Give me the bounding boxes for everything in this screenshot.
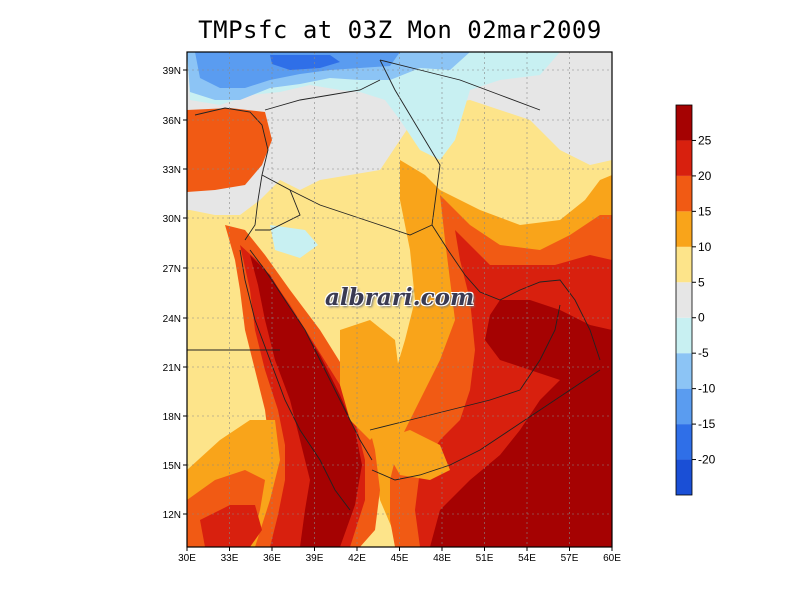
lat-tick-label: 12N <box>163 510 181 521</box>
lon-tick-label: 39E <box>306 553 324 564</box>
colorbar-labels: -20 -15 -10 -5 0 5 10 15 20 25 <box>698 133 716 466</box>
coastline-south <box>371 369 601 481</box>
border-syria <box>264 79 381 111</box>
field-africa-red <box>200 505 262 547</box>
country-borders <box>187 59 601 511</box>
colorbar-tick-label: 15 <box>698 204 712 218</box>
lon-tick-labels: 30E 33E 36E 39E 42E 45E 48E 51E 54E 57E 60E <box>178 553 621 564</box>
colorbar-tick-label: -20 <box>698 453 716 467</box>
grid-lines <box>187 52 612 547</box>
lat-tick-label: 30N <box>163 214 181 225</box>
colorbar-bin <box>676 140 692 176</box>
colorbar-tick-label: 20 <box>698 169 712 183</box>
field-redsea-deepred <box>250 255 362 547</box>
lon-tick-label: 45E <box>391 553 409 564</box>
border-yemen-saudi <box>369 389 521 431</box>
field-iran-cyan <box>270 225 318 258</box>
colorbar-bin <box>676 424 692 460</box>
colorbar-tick-label: 25 <box>698 133 712 147</box>
lon-tick-label: 36E <box>263 553 281 564</box>
colorbar-bin <box>676 246 692 283</box>
coastline-redsea-west <box>239 249 351 511</box>
lat-tick-label: 39N <box>163 66 181 77</box>
lon-tick-label: 54E <box>518 553 536 564</box>
colorbar-bin <box>676 175 692 212</box>
colorbar-bin <box>676 282 692 318</box>
colorbar-tick-label: -15 <box>698 417 716 431</box>
temperature-field <box>187 52 612 547</box>
watermark: albrari.com <box>325 284 475 311</box>
field-central-orange <box>340 320 400 440</box>
field-gulf-deepred <box>430 300 612 547</box>
coastline-redsea-east <box>249 249 373 461</box>
lat-tick-label: 21N <box>163 363 181 374</box>
coastline-levant <box>194 107 269 241</box>
lon-tick-label: 57E <box>561 553 579 564</box>
colorbar-bin <box>676 105 692 141</box>
border-jordan <box>255 174 301 231</box>
border-oman <box>519 304 561 391</box>
colorbar-tick-label: 0 <box>698 311 705 325</box>
field-med-orange <box>187 108 272 192</box>
border-iraq-saudi <box>289 189 433 236</box>
colorbar-bin <box>676 211 692 247</box>
map-title: TMPsfc at 03Z Mon 02mar2009 <box>198 16 602 44</box>
lon-tick-label: 60E <box>603 553 621 564</box>
lat-tick-label: 15N <box>163 461 181 472</box>
lon-tick-label: 30E <box>178 553 196 564</box>
border-iran-iraq <box>379 59 441 226</box>
lat-tick-label: 24N <box>163 314 181 325</box>
colorbar-tick-label: 5 <box>698 275 705 289</box>
lat-tick-label: 27N <box>163 264 181 275</box>
colorbar-tick-label: -5 <box>698 346 709 360</box>
field-yemen-orange <box>380 430 450 480</box>
colorbar-bin <box>676 317 692 354</box>
lon-tick-label: 51E <box>476 553 494 564</box>
lat-tick-label: 33N <box>163 165 181 176</box>
colorbar-tick-label: -10 <box>698 382 716 396</box>
lat-tick-labels: 12N 15N 18N 21N 24N 27N 30N 33N 36N 39N <box>163 66 181 521</box>
colorbar-frame <box>675 104 693 496</box>
field-south-yellow <box>187 275 240 505</box>
lon-tick-label: 42E <box>348 553 366 564</box>
lon-tick-label: 48E <box>433 553 451 564</box>
colorbar-tick-label: 10 <box>698 240 712 254</box>
lon-tick-label: 33E <box>221 553 239 564</box>
colorbar-bin <box>676 459 692 495</box>
coastline-gulf <box>431 224 601 361</box>
lat-tick-label: 18N <box>163 412 181 423</box>
colorbar-bin <box>676 388 692 425</box>
colorbar-bin <box>676 353 692 389</box>
lat-tick-label: 36N <box>163 116 181 127</box>
field-north-midblue <box>270 55 340 70</box>
colorbar <box>675 104 696 496</box>
border-turkey-iran <box>379 59 541 111</box>
